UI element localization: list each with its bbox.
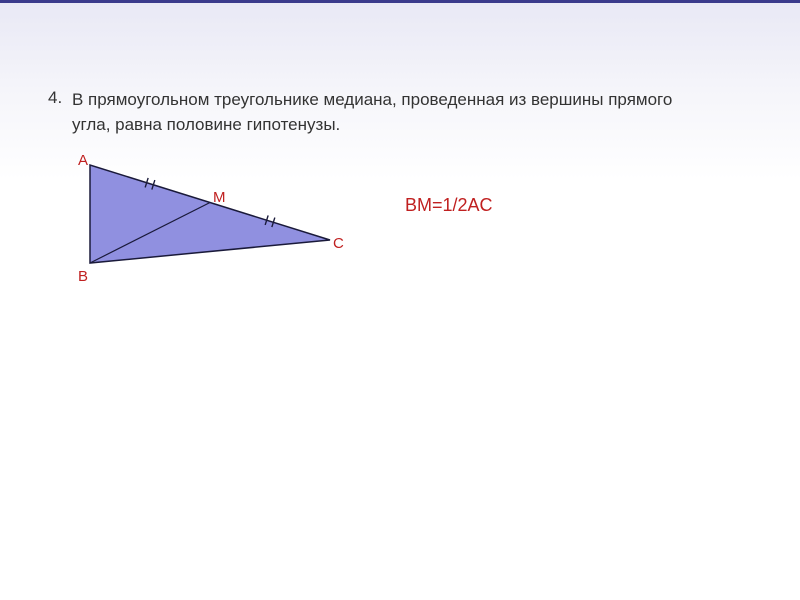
vertex-label-a: A — [78, 152, 88, 169]
triangle-svg — [70, 155, 370, 285]
triangle-diagram: A B C M — [70, 155, 370, 285]
formula-text: BM=1/2AC — [405, 195, 493, 216]
vertex-label-m: M — [213, 189, 226, 206]
theorem-number: 4. — [48, 88, 62, 108]
triangle-shape — [90, 165, 330, 263]
theorem-text: В прямоугольном треугольнике медиана, пр… — [72, 88, 692, 137]
header-line — [0, 0, 800, 3]
vertex-label-b: B — [78, 268, 88, 285]
vertex-label-c: C — [333, 235, 344, 252]
